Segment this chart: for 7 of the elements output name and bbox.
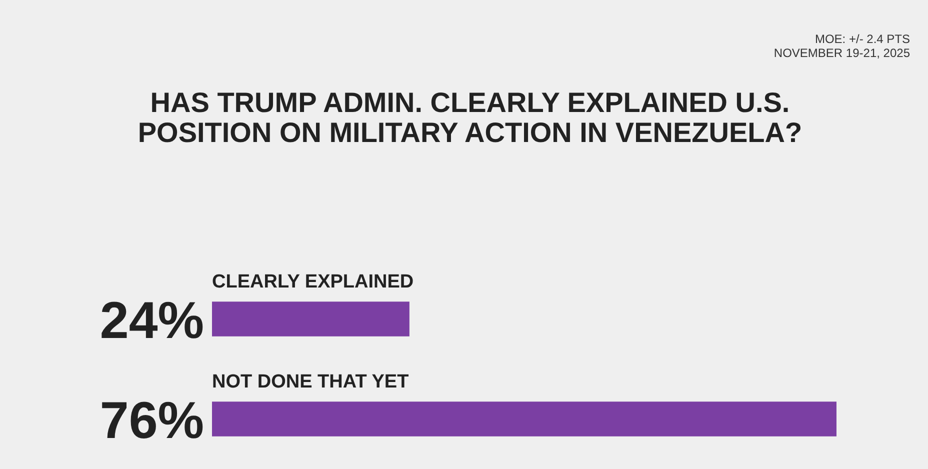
chart-title: HAS TRUMP ADMIN. CLEARLY EXPLAINED U.S. POSITION ON MILITARY ACTION IN VENEZUELA? [136, 87, 804, 148]
data-label: 24% [100, 292, 204, 350]
data-label: 76% [100, 392, 204, 450]
text: NOVEMBER 19-21, 2025 [774, 46, 910, 60]
y-tick-label: CLEARLY EXPLAINED [212, 272, 414, 293]
text: MOE: +/- 2.4 PTS [814, 32, 910, 46]
y-tick-label: NOT DONE THAT YET [212, 372, 410, 393]
